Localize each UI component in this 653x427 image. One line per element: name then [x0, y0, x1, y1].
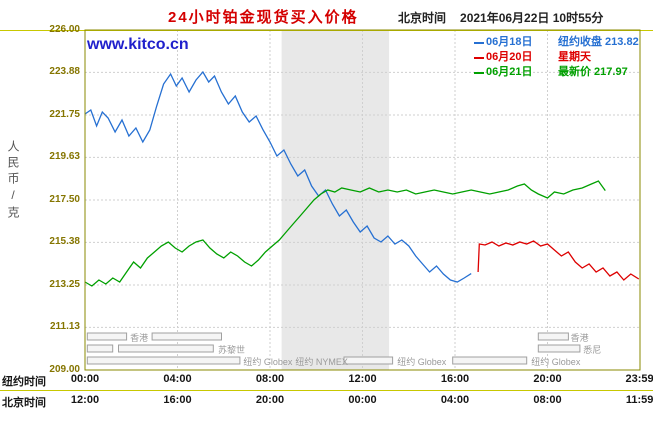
- session-bars: [86, 332, 581, 365]
- kitco-watermark-link[interactable]: www.kitco.cn: [87, 36, 189, 53]
- ny-time-row-label: 纽约时间: [2, 376, 46, 388]
- gridlines: [85, 30, 640, 370]
- legend-line-swatch-icon: [474, 56, 484, 59]
- legend-value-label: 纽约收盘 213.82: [558, 36, 639, 48]
- legend-date: 06月18日: [486, 36, 533, 48]
- legend-value-label: 最新价 217.97: [558, 66, 628, 78]
- page-title: 24小时铂金现货买入价格: [168, 9, 359, 26]
- legend-line-swatch-icon: [474, 41, 484, 44]
- bj-time-row-label: 北京时间: [2, 397, 46, 409]
- session-bar: [151, 332, 223, 341]
- session-bar: [118, 344, 214, 353]
- legend-item-2: 06月21日 最新价 217.97: [474, 65, 639, 80]
- legend-date: 06月21日: [486, 66, 533, 78]
- session-bar: [86, 356, 241, 365]
- beijing-time-header: 北京时间 2021年06月22日 10时55分: [398, 9, 603, 26]
- legend-item-1: 06月20日 星期天: [474, 50, 639, 65]
- session-bar: [452, 356, 528, 365]
- session-bar: [86, 332, 128, 341]
- legend-item-0: 06月18日 纽约收盘 213.82: [474, 35, 639, 50]
- session-bar: [86, 344, 114, 353]
- legend-value-label: 星期天: [558, 51, 591, 63]
- session-bar: [343, 356, 394, 365]
- plot-frame: [84, 29, 641, 371]
- series-line-1: [477, 240, 640, 281]
- legend-date: 06月20日: [486, 51, 533, 63]
- series-line-0: [84, 70, 472, 283]
- beijing-time-label: 北京时间: [398, 11, 447, 25]
- y-axis-unit-label: 人民币/克: [6, 140, 20, 222]
- session-bar: [537, 344, 581, 353]
- legend-line-swatch-icon: [474, 71, 484, 74]
- series-line-2: [84, 180, 606, 287]
- beijing-datetime: 2021年06月22日 10时55分: [460, 11, 604, 25]
- session-bar: [537, 332, 569, 341]
- nymex-hours-band: [281, 30, 390, 370]
- legend: 06月18日 纽约收盘 213.82 06月20日 星期天 06月21日 最新价 217.…: [474, 35, 639, 80]
